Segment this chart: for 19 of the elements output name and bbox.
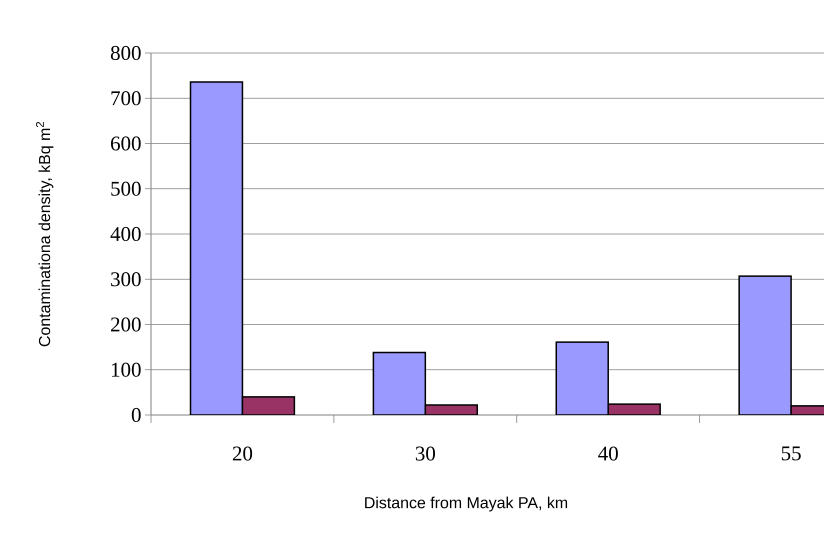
- y-tick-label: 400: [110, 226, 141, 242]
- y-tick-label: 300: [111, 272, 141, 286]
- y-tick-label: 800: [110, 46, 141, 60]
- bar: [372, 352, 426, 415]
- bar: [556, 341, 609, 415]
- y-tick-label: 500: [111, 182, 141, 196]
- x-axis-title: Distance from Mayak PA, km: [365, 496, 568, 512]
- y-tick-label: 700: [111, 91, 141, 106]
- y-tick-label: 100: [112, 362, 141, 377]
- x-tick-label: 55: [782, 446, 801, 460]
- y-tick-label: 600: [111, 136, 141, 151]
- y-tick-label: 0: [132, 408, 141, 422]
- bar: [190, 81, 244, 415]
- x-tick-label: 20: [232, 446, 252, 461]
- y-axis-title: Contaminationa density, kBq m$^{2}$: [36, 122, 54, 346]
- bar: [738, 275, 792, 415]
- y-tick-label: 200: [111, 317, 141, 332]
- x-tick-label: 40: [598, 446, 618, 461]
- x-tick-label: 30: [416, 446, 435, 461]
